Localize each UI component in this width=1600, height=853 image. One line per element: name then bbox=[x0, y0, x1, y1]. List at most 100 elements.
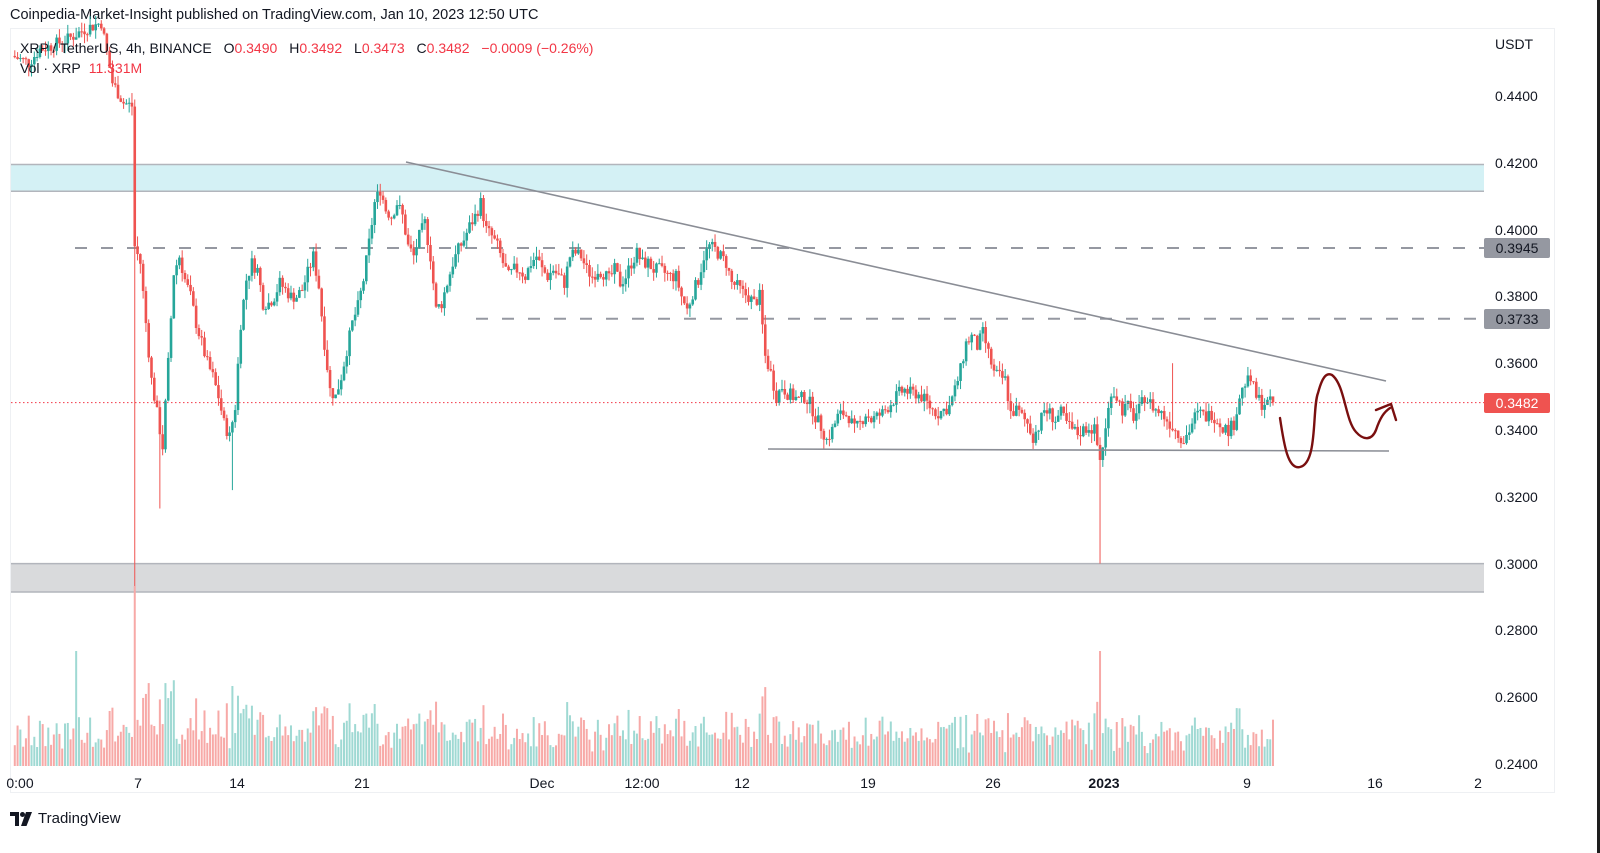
candle-down bbox=[987, 343, 990, 349]
volume-bar bbox=[83, 742, 86, 766]
volume-bar bbox=[552, 747, 555, 766]
volume-bar bbox=[563, 735, 566, 766]
volume-bar bbox=[906, 738, 909, 766]
volume-bar bbox=[822, 743, 825, 766]
volume-bar bbox=[273, 737, 276, 766]
volume-bar bbox=[655, 716, 658, 766]
candle-up bbox=[624, 278, 628, 285]
candle-up bbox=[959, 363, 962, 381]
candle-down bbox=[309, 266, 312, 268]
volume-bar bbox=[959, 716, 962, 766]
volume-bar bbox=[1001, 730, 1004, 766]
volume-bar bbox=[1029, 723, 1032, 766]
volume-bar bbox=[342, 722, 345, 766]
candle-up bbox=[231, 422, 234, 433]
volume-bar bbox=[220, 736, 223, 766]
candle-down bbox=[775, 390, 778, 403]
candle-up bbox=[1104, 428, 1107, 448]
time-tick: 12:00 bbox=[624, 775, 660, 791]
volume-bar bbox=[362, 714, 365, 766]
volume-bar bbox=[1146, 753, 1149, 766]
volume-label[interactable]: Vol · XRP bbox=[20, 60, 81, 76]
candle-down bbox=[1204, 411, 1208, 422]
volume-bar bbox=[733, 727, 736, 766]
volume-bar bbox=[167, 698, 170, 766]
candle-up bbox=[939, 411, 943, 419]
candle-down bbox=[1020, 409, 1024, 413]
volume-bar bbox=[934, 738, 937, 766]
volume-bar bbox=[850, 747, 853, 766]
candle-up bbox=[356, 300, 360, 315]
candle-down bbox=[200, 336, 204, 338]
volume-bar bbox=[518, 739, 521, 766]
candle-down bbox=[387, 211, 390, 218]
candle-up bbox=[1123, 403, 1127, 416]
volume-bar bbox=[853, 736, 856, 766]
volume-bar bbox=[398, 738, 401, 766]
time-tick: 2023 bbox=[1088, 775, 1120, 791]
volume-bar bbox=[289, 725, 292, 766]
volume-bar bbox=[1177, 731, 1180, 766]
candle-up bbox=[1140, 397, 1144, 404]
volume-bar bbox=[189, 718, 192, 766]
volume-bar bbox=[1093, 713, 1096, 766]
candle-up bbox=[825, 438, 828, 440]
candle-down bbox=[1260, 394, 1264, 410]
candle-up bbox=[127, 102, 131, 104]
candle-down bbox=[83, 31, 86, 35]
volume-bar bbox=[1043, 733, 1046, 766]
candle-down bbox=[1051, 408, 1054, 423]
volume-bar bbox=[192, 730, 195, 766]
volume-bar bbox=[806, 723, 809, 766]
volume-bar bbox=[630, 743, 633, 766]
volume-bar bbox=[1149, 742, 1152, 766]
candle-down bbox=[412, 248, 416, 256]
candle-down bbox=[225, 418, 229, 436]
candle-up bbox=[1042, 410, 1046, 413]
volume-bar bbox=[1026, 720, 1029, 766]
volume-bar bbox=[409, 729, 412, 766]
candle-down bbox=[1006, 376, 1010, 402]
candle-down bbox=[390, 217, 393, 219]
open-label: O bbox=[223, 40, 235, 56]
candle-up bbox=[351, 320, 354, 331]
candle-up bbox=[632, 262, 636, 269]
candle-up bbox=[1037, 430, 1040, 432]
time-tick: 19 bbox=[860, 775, 876, 791]
volume-bar bbox=[317, 725, 320, 766]
candle-up bbox=[376, 191, 379, 203]
volume-bar bbox=[1110, 729, 1113, 766]
symbol-label[interactable]: XRP / TetherUS, 4h, BINANCE bbox=[20, 40, 212, 56]
candle-down bbox=[286, 288, 290, 299]
volume-bar bbox=[984, 719, 987, 766]
candle-up bbox=[613, 263, 616, 275]
volume-bar bbox=[401, 726, 404, 766]
candle-down bbox=[471, 222, 474, 225]
candle-down bbox=[582, 258, 586, 264]
candle-down bbox=[130, 102, 134, 107]
candle-down bbox=[744, 289, 748, 296]
candle-down bbox=[253, 258, 257, 273]
volume-bar bbox=[186, 728, 189, 766]
candle-up bbox=[970, 334, 973, 343]
candle-up bbox=[451, 266, 455, 275]
tradingview-logo[interactable]: TradingView bbox=[10, 810, 121, 827]
volume-bar bbox=[546, 735, 549, 766]
candle-up bbox=[169, 318, 173, 358]
candle-down bbox=[1165, 419, 1169, 422]
candle-up bbox=[337, 389, 340, 395]
publish-info: Coinpedia-Market-Insight published on Tr… bbox=[10, 7, 539, 23]
volume-bar bbox=[214, 734, 217, 766]
volume-bar bbox=[1213, 738, 1216, 766]
volume-bar bbox=[1059, 730, 1062, 766]
volume-bar bbox=[1241, 729, 1244, 766]
time-tick: 21 bbox=[354, 775, 370, 791]
candle-down bbox=[730, 270, 734, 283]
volume-bar bbox=[780, 743, 783, 766]
candle-down bbox=[219, 398, 223, 411]
volume-bar bbox=[52, 734, 55, 766]
volume-bar bbox=[923, 740, 926, 766]
volume-bar bbox=[962, 747, 965, 766]
candle-down bbox=[722, 251, 725, 257]
